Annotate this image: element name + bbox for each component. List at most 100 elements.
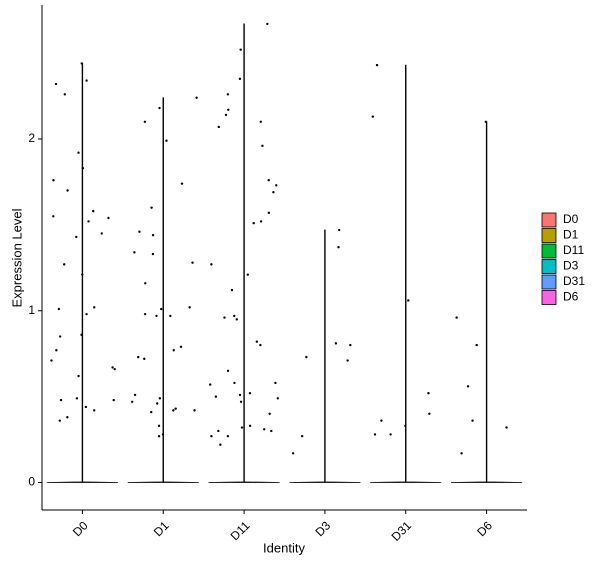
data-point: [239, 48, 242, 51]
violin: [127, 97, 199, 483]
data-point: [238, 77, 242, 81]
violin: [46, 63, 118, 483]
data-point: [179, 345, 183, 349]
data-point: [349, 343, 352, 347]
x-tick-label: D3: [313, 518, 334, 539]
data-point: [107, 216, 110, 220]
data-point: [371, 115, 375, 118]
data-point: [92, 209, 95, 213]
legend-swatch: [541, 243, 557, 259]
data-point: [93, 306, 96, 309]
data-point: [63, 263, 66, 266]
data-point: [219, 443, 222, 446]
data-point: [52, 215, 55, 218]
data-point: [428, 412, 431, 416]
data-point: [81, 166, 85, 170]
data-point: [150, 410, 153, 414]
data-point: [217, 125, 220, 129]
data-point: [156, 402, 159, 405]
data-point: [50, 359, 53, 362]
data-point: [263, 428, 266, 431]
data-point: [226, 369, 230, 373]
data-point: [224, 113, 228, 117]
data-point: [77, 151, 80, 154]
data-point: [174, 407, 177, 410]
data-point: [138, 230, 141, 233]
data-point: [226, 93, 230, 96]
data-point: [133, 393, 137, 397]
data-point: [484, 120, 487, 124]
data-point: [143, 120, 147, 124]
data-point: [455, 316, 458, 319]
data-point: [93, 409, 96, 412]
data-point: [375, 63, 379, 67]
data-point: [75, 397, 79, 400]
data-point: [161, 433, 165, 436]
data-point: [58, 419, 61, 422]
data-point: [373, 433, 377, 436]
data-point: [230, 288, 234, 292]
data-point: [58, 335, 62, 338]
data-point: [63, 93, 67, 96]
data-point: [337, 245, 340, 249]
data-point: [407, 299, 410, 302]
data-point: [155, 314, 158, 318]
data-point: [158, 106, 161, 110]
data-point: [227, 108, 230, 111]
legend-label: D3: [563, 259, 579, 273]
data-point: [151, 233, 155, 237]
data-point: [233, 381, 236, 385]
data-point: [113, 367, 116, 371]
violin: [208, 23, 280, 483]
data-point: [505, 426, 508, 429]
data-point: [240, 426, 244, 429]
data-point: [143, 357, 146, 361]
data-point: [267, 179, 270, 182]
legend-label: D6: [563, 290, 579, 304]
data-point: [191, 261, 194, 264]
data-point: [193, 409, 196, 412]
data-point: [255, 340, 259, 343]
data-point: [466, 385, 470, 388]
y-tick-label: 2: [28, 131, 35, 145]
data-point: [252, 221, 255, 225]
y-tick-label: 1: [28, 303, 35, 317]
x-axis-title: Identity: [263, 540, 305, 555]
data-point: [214, 395, 218, 398]
violin: [451, 121, 523, 483]
data-point: [180, 182, 184, 185]
data-point: [52, 179, 55, 182]
data-point: [165, 139, 168, 142]
data-point: [300, 434, 304, 438]
x-tick-label: D1: [151, 518, 172, 539]
data-point: [427, 391, 430, 395]
data-point: [233, 314, 236, 318]
data-point: [238, 393, 242, 397]
data-point: [157, 424, 161, 428]
data-point: [59, 398, 63, 402]
legend-label: D1: [563, 228, 579, 242]
data-point: [80, 62, 83, 65]
data-point: [274, 381, 277, 385]
data-point: [66, 189, 69, 192]
data-point: [223, 316, 226, 319]
data-point: [57, 307, 61, 311]
legend-swatch: [541, 212, 557, 228]
x-tick-label: D6: [474, 518, 495, 539]
data-point: [305, 355, 308, 359]
data-point: [160, 307, 163, 311]
legend-swatch: [541, 259, 557, 274]
legend-swatch: [541, 228, 557, 243]
data-point: [144, 282, 147, 285]
data-point: [239, 400, 243, 403]
legend-label: D0: [563, 212, 579, 226]
legend-label: D11: [563, 243, 584, 257]
violin: [289, 229, 361, 483]
data-point: [246, 273, 250, 276]
data-point: [66, 416, 69, 419]
data-point: [157, 434, 161, 438]
data-point: [55, 349, 58, 352]
data-point: [259, 220, 263, 223]
